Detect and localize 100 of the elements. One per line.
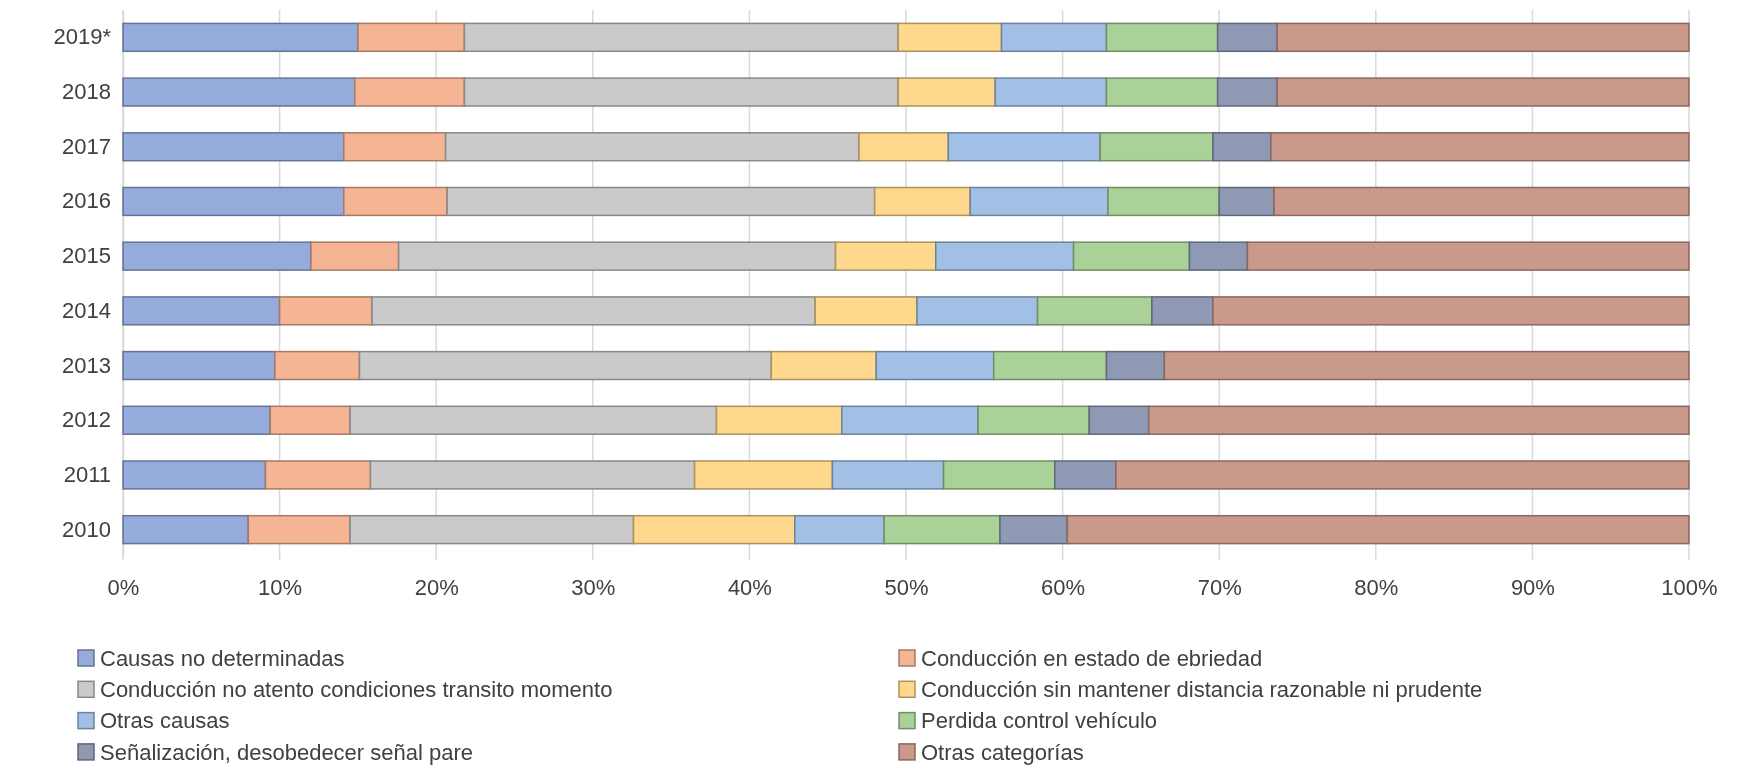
bar [122, 460, 267, 490]
legend-label: Otras categorías [921, 739, 1084, 765]
bar [354, 77, 466, 107]
bar [349, 405, 718, 435]
bar [264, 460, 372, 490]
bar [858, 132, 950, 162]
y-tick-label: 2017 [62, 133, 111, 159]
bar [834, 241, 937, 271]
y-tick-label: 2019* [53, 24, 112, 50]
bar [875, 350, 995, 381]
bar [977, 405, 1090, 435]
bar [369, 460, 696, 490]
bar [715, 405, 843, 435]
x-tick-label: 0% [107, 574, 140, 600]
bar [1276, 77, 1690, 107]
x-tick-label: 20% [414, 574, 459, 600]
bar [969, 186, 1109, 217]
x-tick-label: 70% [1197, 574, 1242, 600]
bar [269, 405, 351, 435]
bar [1088, 405, 1150, 435]
bar [122, 132, 345, 162]
bar [122, 22, 359, 53]
legend-label: Causas no determinadas [100, 645, 345, 671]
bar [992, 350, 1108, 381]
bar [935, 241, 1075, 271]
y-tick-label: 2013 [62, 352, 111, 378]
legend-label: Conducción no atento condiciones transito momento [100, 677, 613, 702]
bar [122, 186, 345, 217]
y-tick-label: 2016 [62, 188, 111, 214]
bar [1218, 186, 1275, 217]
bar [1105, 22, 1219, 53]
bar [693, 460, 834, 490]
bar [1105, 77, 1219, 107]
bar [1270, 132, 1690, 162]
bar [122, 405, 271, 435]
y-tick-label: 2010 [62, 516, 111, 542]
bar [371, 296, 816, 326]
bar [1054, 460, 1117, 490]
x-tick-label: 10% [258, 574, 303, 600]
bar [122, 241, 312, 271]
bar [122, 77, 356, 107]
bar [1147, 405, 1690, 435]
bar [1212, 132, 1272, 162]
x-tick-label: 40% [727, 574, 772, 600]
legend-label: Conducción sin mantener distancia razonable ni prudente [921, 677, 1483, 702]
bar [274, 350, 361, 381]
bar [1212, 296, 1690, 326]
bar [770, 350, 877, 381]
bar [357, 22, 466, 53]
y-tick-label: 2012 [62, 407, 111, 433]
bar [1246, 241, 1690, 271]
bar [632, 514, 796, 545]
legend-label: Perdida control vehículo [921, 708, 1158, 734]
bar [122, 514, 250, 545]
bar [463, 77, 899, 107]
bar [873, 186, 971, 217]
x-tick-label: 100% [1661, 574, 1718, 600]
bar [994, 77, 1108, 107]
bar [446, 186, 876, 217]
bar [1216, 22, 1278, 53]
bar [947, 132, 1101, 162]
bar [916, 296, 1039, 326]
bar [349, 514, 635, 545]
bar [1000, 22, 1108, 53]
bar [1273, 186, 1690, 217]
y-tick-label: 2014 [62, 297, 111, 323]
bar [463, 22, 899, 53]
legend-label: Conducción en estado de ebriedad [921, 645, 1263, 671]
bar [1276, 22, 1690, 53]
bar [247, 514, 351, 545]
y-tick-label: 2018 [62, 79, 111, 105]
bar [831, 460, 945, 490]
bar [942, 460, 1056, 490]
bar [122, 350, 276, 381]
bar [1066, 514, 1690, 545]
bar [1107, 186, 1220, 217]
legend-label: Otras causas [100, 708, 230, 734]
bar [794, 514, 885, 545]
bar [358, 350, 773, 381]
bar [897, 22, 1003, 53]
bar [1163, 350, 1690, 381]
y-tick-label: 2011 [63, 461, 111, 487]
bar [1188, 241, 1249, 271]
bar [397, 241, 837, 271]
x-tick-label: 90% [1510, 574, 1555, 600]
x-tick-label: 30% [571, 574, 616, 600]
bar [1072, 241, 1191, 271]
bar [1216, 77, 1278, 107]
bar [1105, 350, 1166, 381]
bar [841, 405, 979, 435]
x-tick-label: 50% [884, 574, 929, 600]
bar [1099, 132, 1214, 162]
bar [883, 514, 1001, 545]
bar [814, 296, 918, 326]
legend-label: Señalización, desobedecer señal pare [100, 739, 474, 765]
bar [897, 77, 997, 107]
bar [1115, 460, 1690, 490]
bar [999, 514, 1069, 545]
bar [1036, 296, 1153, 326]
bar [122, 296, 281, 326]
